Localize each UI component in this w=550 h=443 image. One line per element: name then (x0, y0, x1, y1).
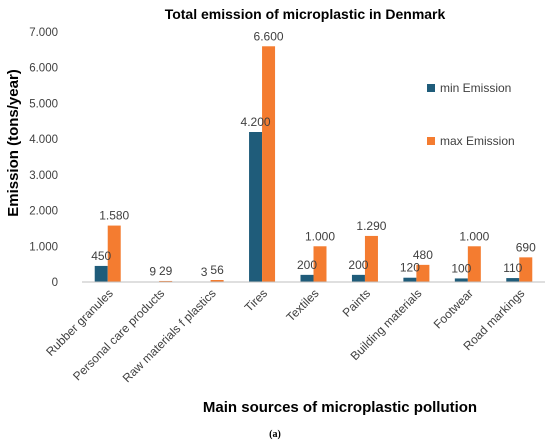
min-emission-bar (249, 132, 263, 282)
min-emission-bar (403, 277, 417, 282)
max-emission-data-label: 6.600 (254, 29, 284, 43)
max-emission-data-label: 1.580 (99, 209, 129, 223)
legend-swatch-min (427, 84, 435, 92)
max-emission-bar (519, 257, 533, 282)
min-emission-data-label: 110 (503, 261, 522, 275)
max-emission-data-label: 1.290 (356, 219, 386, 233)
max-emission-bar (313, 246, 327, 282)
max-emission-bar (262, 46, 276, 283)
legend: min Emission max Emission (427, 81, 515, 148)
max-emission-bar (210, 280, 224, 282)
y-tick-label: 1.000 (29, 241, 58, 253)
category-label: Personal care products (70, 286, 167, 383)
data-labels: 450 9 3 4.200 200 200 120 100 110 1.580 29 56 6.600 1… (91, 29, 536, 279)
min-emission-bar (300, 274, 314, 282)
min-emission-bar (506, 278, 520, 282)
category-label: Footwear (431, 286, 476, 331)
max-emission-data-label: 480 (413, 248, 433, 262)
min-emission-data-label: 450 (91, 249, 111, 263)
max-emission-data-label: 690 (516, 240, 536, 254)
min-emission-data-label: 9 (149, 265, 156, 279)
max-emission-data-label: 1.000 (459, 229, 489, 243)
legend-label-min: min Emission (440, 81, 511, 95)
chart-title: Total emission of microplastic in Denmar… (165, 6, 446, 22)
max-emission-data-label: 29 (159, 264, 173, 278)
max-emission-bar (107, 225, 121, 282)
legend-swatch-max (427, 137, 435, 145)
max-emission-data-label: 56 (210, 263, 224, 277)
min-emission-bar (351, 274, 365, 282)
max-emission-bar (416, 264, 430, 282)
bars (94, 46, 533, 283)
min-emission-data-label: 100 (451, 261, 471, 275)
max-emission-data-label: 1.000 (305, 229, 335, 243)
y-tick-label: 3.000 (29, 170, 58, 182)
min-emission-data-label: 3 (201, 265, 208, 279)
min-emission-data-label: 120 (400, 261, 420, 275)
category-label: Textiles (283, 286, 321, 324)
category-label: Paints (340, 286, 373, 319)
y-tick-label: 4.000 (29, 134, 58, 146)
y-tick-label: 0 (52, 277, 58, 289)
min-emission-data-label: 4.200 (241, 115, 271, 129)
category-label: Tires (242, 286, 270, 314)
min-emission-bar (94, 265, 108, 282)
min-emission-bar (454, 278, 468, 282)
y-tick-label: 6.000 (29, 63, 58, 75)
max-emission-bar (467, 246, 481, 282)
category-label: Raw materials f plastics (120, 286, 219, 385)
x-axis-title: Main sources of microplastic pollution (203, 399, 477, 416)
y-tick-label: 7.000 (29, 27, 58, 39)
figure-caption: (a) (269, 429, 281, 440)
min-emission-data-label: 200 (348, 258, 368, 272)
legend-label-max: max Emission (440, 134, 515, 148)
min-emission-data-label: 200 (297, 258, 317, 272)
y-tick-label: 5.000 (29, 98, 58, 110)
max-emission-bar (364, 235, 378, 282)
y-tick-label: 2.000 (29, 206, 58, 218)
y-axis-ticks: 0 1.000 2.000 3.000 4.000 5.000 6.000 7.000 (29, 27, 58, 289)
max-emission-bar (159, 280, 173, 282)
y-axis-title: Emission (tons/year) (5, 69, 22, 217)
